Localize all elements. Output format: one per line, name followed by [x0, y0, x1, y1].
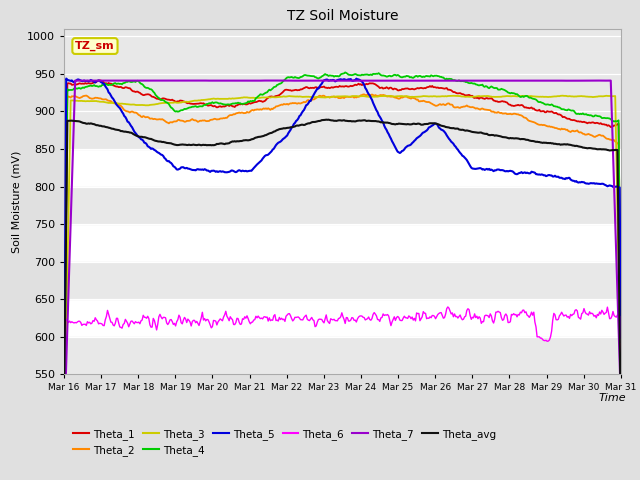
- Theta_3: [60, 441, 68, 447]
- Theta_2: [362, 92, 370, 98]
- Theta_3: [362, 94, 369, 99]
- Theta_avg: [617, 421, 625, 427]
- Theta_5: [605, 183, 612, 189]
- Theta_1: [96, 77, 104, 83]
- Theta_avg: [393, 121, 401, 127]
- Theta_7: [329, 78, 337, 84]
- Theta_7: [518, 78, 525, 84]
- Theta_3: [392, 94, 399, 99]
- Theta_5: [617, 335, 625, 340]
- Theta_2: [360, 92, 368, 97]
- Theta_3: [516, 93, 524, 99]
- Theta_2: [324, 94, 332, 100]
- Theta_7: [278, 78, 285, 84]
- Theta_avg: [324, 117, 332, 122]
- Theta_5: [518, 169, 525, 175]
- Theta_4: [518, 94, 525, 100]
- Theta_7: [60, 431, 68, 437]
- Theta_1: [617, 342, 625, 348]
- Y-axis label: Soil Moisture (mV): Soil Moisture (mV): [12, 150, 21, 253]
- Line: Theta_avg: Theta_avg: [64, 120, 621, 424]
- Theta_1: [605, 122, 612, 128]
- Theta_5: [60, 430, 68, 435]
- Theta_4: [393, 72, 401, 78]
- Theta_4: [362, 72, 370, 77]
- Theta_avg: [362, 118, 370, 124]
- Line: Theta_1: Theta_1: [64, 80, 621, 435]
- Line: Theta_3: Theta_3: [64, 96, 621, 444]
- Theta_4: [605, 115, 612, 121]
- Theta_5: [62, 76, 70, 82]
- Theta_avg: [329, 118, 337, 123]
- Text: Time: Time: [599, 394, 627, 403]
- Theta_6: [444, 304, 452, 310]
- Theta_5: [326, 78, 333, 84]
- Line: Theta_7: Theta_7: [64, 81, 621, 434]
- Theta_5: [362, 87, 370, 93]
- Theta_5: [393, 147, 401, 153]
- Legend: Theta_1, Theta_2, Theta_3, Theta_4, Theta_5, Theta_6, Theta_7, Theta_avg: Theta_1, Theta_2, Theta_3, Theta_4, Thet…: [69, 424, 500, 460]
- Theta_avg: [605, 147, 612, 153]
- Theta_2: [617, 356, 625, 361]
- Theta_6: [60, 473, 68, 479]
- Theta_4: [60, 434, 68, 440]
- Theta_7: [393, 78, 401, 84]
- Theta_3: [617, 382, 625, 387]
- Theta_4: [617, 339, 625, 345]
- Theta_avg: [326, 117, 333, 123]
- Line: Theta_5: Theta_5: [64, 79, 621, 432]
- Bar: [64, 187, 621, 224]
- Bar: [64, 262, 621, 299]
- Theta_3: [605, 93, 612, 99]
- Theta_3: [328, 94, 335, 100]
- Theta_6: [518, 310, 525, 316]
- Theta_2: [328, 94, 335, 99]
- Line: Theta_6: Theta_6: [64, 307, 621, 476]
- Theta_4: [328, 73, 335, 79]
- Theta_7: [605, 78, 612, 84]
- Theta_2: [518, 113, 525, 119]
- Theta_1: [393, 86, 401, 92]
- Theta_2: [393, 95, 401, 101]
- Theta_6: [362, 317, 369, 323]
- Bar: [64, 337, 621, 374]
- Theta_6: [328, 317, 335, 323]
- Text: TZ_sm: TZ_sm: [75, 41, 115, 51]
- Theta_7: [362, 78, 370, 84]
- Bar: [64, 29, 621, 149]
- Line: Theta_2: Theta_2: [64, 95, 621, 441]
- Line: Theta_4: Theta_4: [64, 72, 621, 437]
- Theta_7: [617, 396, 625, 402]
- Theta_2: [60, 438, 68, 444]
- Theta_1: [329, 85, 337, 91]
- Title: TZ Soil Moisture: TZ Soil Moisture: [287, 10, 398, 24]
- Theta_3: [559, 93, 566, 98]
- Theta_6: [617, 472, 625, 478]
- Theta_4: [341, 70, 349, 75]
- Theta_3: [324, 94, 332, 100]
- Theta_4: [324, 73, 332, 79]
- Theta_5: [329, 77, 337, 83]
- Theta_avg: [518, 136, 525, 142]
- Theta_7: [326, 78, 333, 84]
- Theta_1: [60, 432, 68, 438]
- Theta_1: [326, 85, 333, 91]
- Theta_1: [518, 102, 525, 108]
- Theta_6: [605, 310, 612, 316]
- Theta_avg: [60, 404, 68, 410]
- Theta_6: [324, 319, 332, 325]
- Theta_1: [362, 81, 370, 87]
- Theta_2: [605, 136, 612, 142]
- Theta_6: [392, 317, 399, 323]
